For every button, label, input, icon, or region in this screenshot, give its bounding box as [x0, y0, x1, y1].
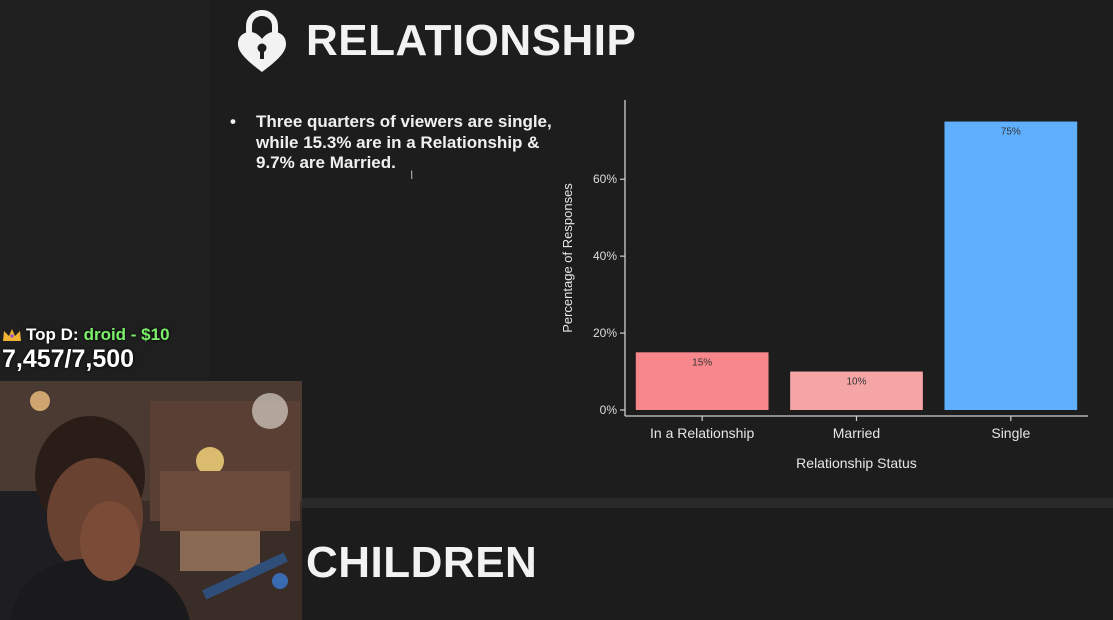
bar-data-label: 10% — [846, 377, 866, 388]
y-axis-title: Percentage of Responses — [560, 183, 575, 333]
summary-bullet: • Three quarters of viewers are single, … — [230, 112, 560, 174]
webcam-image — [0, 381, 302, 620]
bar — [635, 352, 769, 410]
y-tick-label: 60% — [593, 172, 617, 186]
bar — [790, 371, 923, 410]
y-tick-label: 40% — [593, 249, 617, 263]
x-tick-label: Married — [833, 425, 880, 441]
text-cursor-icon: I — [410, 168, 414, 182]
top-donor-name: droid - $10 — [83, 325, 170, 344]
heart-padlock-icon — [238, 10, 286, 72]
y-tick-label: 20% — [593, 326, 617, 340]
relationship-heading: RELATIONSHIP — [236, 8, 636, 74]
bullet-dot-icon: • — [230, 112, 236, 131]
children-title: CHILDREN — [306, 538, 538, 587]
slide-divider — [210, 498, 1113, 508]
webcam-feed — [0, 381, 302, 620]
follower-goal-counter: 7,457/7,500 — [2, 345, 135, 373]
x-axis-title: Relationship Status — [796, 455, 917, 471]
bar — [944, 121, 1078, 411]
relationship-bar-chart: 0% 20% 40% 60% 15% In a Relationship 10% Marrie… — [560, 100, 1088, 471]
summary-text: Three quarters of viewers are single, wh… — [256, 112, 552, 172]
x-tick-label: Single — [991, 425, 1030, 441]
children-heading: CHILDREN — [306, 538, 537, 588]
bar-data-label: 75% — [1001, 127, 1021, 138]
x-tick-label: In a Relationship — [650, 425, 755, 441]
relationship-title: RELATIONSHIP — [306, 16, 637, 65]
top-donor-line: Top D: droid - $10 — [2, 325, 170, 345]
crown-icon — [3, 329, 21, 341]
bar-data-label: 15% — [692, 357, 712, 368]
top-donor-label: Top D: — [26, 325, 79, 344]
y-tick-label: 0% — [600, 403, 618, 417]
slide-children — [210, 508, 1113, 620]
